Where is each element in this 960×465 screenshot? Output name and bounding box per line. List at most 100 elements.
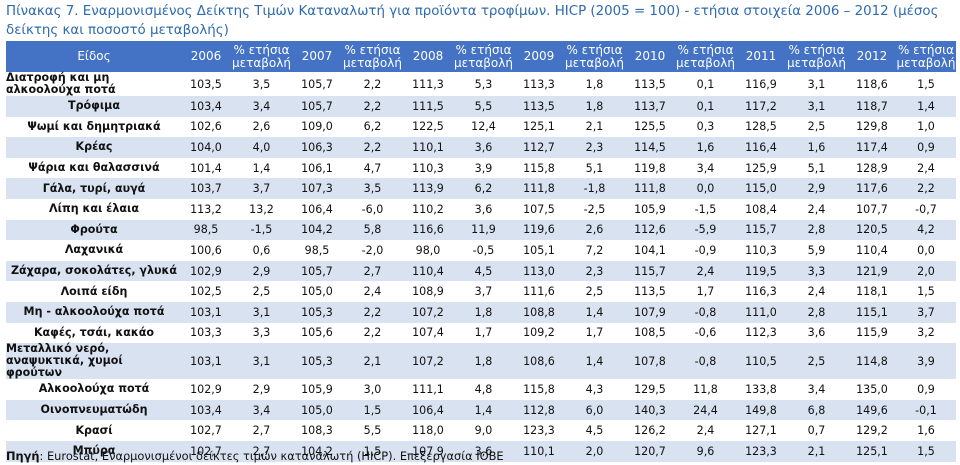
row-label: Ψωμί και δημητριακά [6,116,182,138]
index-value: 113,3 [515,72,563,96]
index-value: 105,3 [293,343,341,380]
index-value: 106,1 [293,157,341,179]
index-value: 105,7 [293,96,341,117]
index-value: 120,7 [626,440,674,462]
change-value: 4,5 [563,420,626,441]
index-value: 110,2 [404,198,452,220]
index-value: 119,8 [626,157,674,179]
index-value: 112,7 [515,137,563,158]
header-annual-change: % ετήσια μεταβολή [674,41,737,72]
index-value: 106,4 [404,399,452,421]
index-value: 125,1 [515,116,563,138]
index-value: 112,8 [515,399,563,421]
index-value: 110,4 [848,240,896,261]
change-value: 2,5 [785,343,848,380]
change-value: 13,2 [230,198,293,220]
change-value: 2,9 [230,379,293,400]
change-value: 2,4 [674,260,737,282]
index-value: 102,9 [182,260,230,282]
change-value: 1,4 [452,399,515,421]
header-row: Είδος 2006% ετήσια μεταβολή 2007% ετήσια μ… [6,41,956,72]
change-value: 2,7 [230,420,293,441]
change-value: 3,6 [452,137,515,158]
row-label: Διατροφή και μη αλκοολούχα ποτά [6,72,182,96]
change-value: -5,9 [674,219,737,241]
change-value: 4,7 [341,157,404,179]
index-value: 115,8 [515,379,563,400]
change-value: 1,6 [896,420,956,441]
index-value: 105,9 [293,379,341,400]
table-row: Ψάρια και θαλασσινά 101,4 1,4 106,1 4,7 110,3… [6,157,956,179]
change-value: 1,6 [674,137,737,158]
row-label: Λοιπά είδη [6,281,182,302]
index-value: 128,9 [848,157,896,179]
change-value: 1,4 [563,301,626,323]
index-value: 117,2 [737,96,785,117]
change-value: 1,4 [563,343,626,380]
change-value: 3,1 [230,301,293,323]
change-value: 1,0 [896,116,956,138]
header-year: 2012 [848,41,896,72]
change-value: 3,2 [896,322,956,344]
index-value: 118,0 [404,420,452,441]
index-value: 120,5 [848,219,896,241]
index-value: 114,5 [626,137,674,158]
change-value: 5,3 [452,72,515,96]
index-value: 103,4 [182,399,230,421]
change-value: 1,4 [230,157,293,179]
index-value: 113,5 [515,96,563,117]
change-value: 1,7 [674,281,737,302]
index-value: 149,6 [848,399,896,421]
change-value: 2,5 [230,281,293,302]
index-value: 110,4 [404,260,452,282]
row-label: Ζάχαρα, σοκολάτες, γλυκά [6,260,182,282]
change-value: 4,2 [896,219,956,241]
table-row: Τρόφιμα 103,4 3,4 105,7 2,2 111,5 5,5 113,5 1,8 1… [6,96,956,117]
change-value: 2,4 [785,198,848,220]
change-value: 0,9 [896,137,956,158]
table-row: Γάλα, τυρί, αυγά 103,7 3,7 107,3 3,5 113,9 6,2… [6,178,956,199]
change-value: 6,2 [341,116,404,138]
index-value: 108,5 [626,322,674,344]
index-value: 110,1 [515,440,563,462]
change-value: 0,1 [674,96,737,117]
index-value: 98,5 [293,240,341,261]
row-label: Καφές, τσάι, κακάο [6,322,182,344]
index-value: 105,3 [293,301,341,323]
index-value: 113,5 [626,72,674,96]
table-row: Μη - αλκοολούχα ποτά 103,1 3,1 105,3 2,2 107,… [6,301,956,323]
change-value: 3,5 [230,72,293,96]
table-row: Καφές, τσάι, κακάο 103,3 3,3 105,6 2,2 107,4 1… [6,322,956,344]
change-value: 0,3 [674,116,737,138]
index-value: 149,8 [737,399,785,421]
table-row: Οινοπνευματώδη 103,4 3,4 105,0 1,5 106,4 1,4 11… [6,399,956,421]
change-value: 3,4 [230,399,293,421]
index-value: 107,2 [404,301,452,323]
index-value: 118,7 [848,96,896,117]
change-value: 3,7 [452,281,515,302]
change-value: 2,2 [341,322,404,344]
change-value: 2,4 [785,281,848,302]
index-value: 100,6 [182,240,230,261]
index-value: 121,9 [848,260,896,282]
index-value: 111,1 [404,379,452,400]
change-value: 2,7 [341,260,404,282]
change-value: -0,8 [674,343,737,380]
index-value: 111,8 [515,178,563,199]
change-value: -2,0 [341,240,404,261]
index-value: 113,7 [626,96,674,117]
index-value: 105,0 [293,281,341,302]
index-value: 118,6 [848,72,896,96]
index-value: 102,5 [182,281,230,302]
index-value: 125,9 [737,157,785,179]
index-value: 140,3 [626,399,674,421]
table-title: Πίνακας 7. Εναρμονισμένος Δείκτης Τιμών … [6,4,939,38]
change-value: 3,3 [785,260,848,282]
change-value: 1,8 [452,343,515,380]
index-value: 109,2 [515,322,563,344]
index-value: 115,0 [737,178,785,199]
index-value: 119,5 [737,260,785,282]
change-value: 5,8 [341,219,404,241]
index-value: 127,1 [737,420,785,441]
header-year: 2006 [182,41,230,72]
